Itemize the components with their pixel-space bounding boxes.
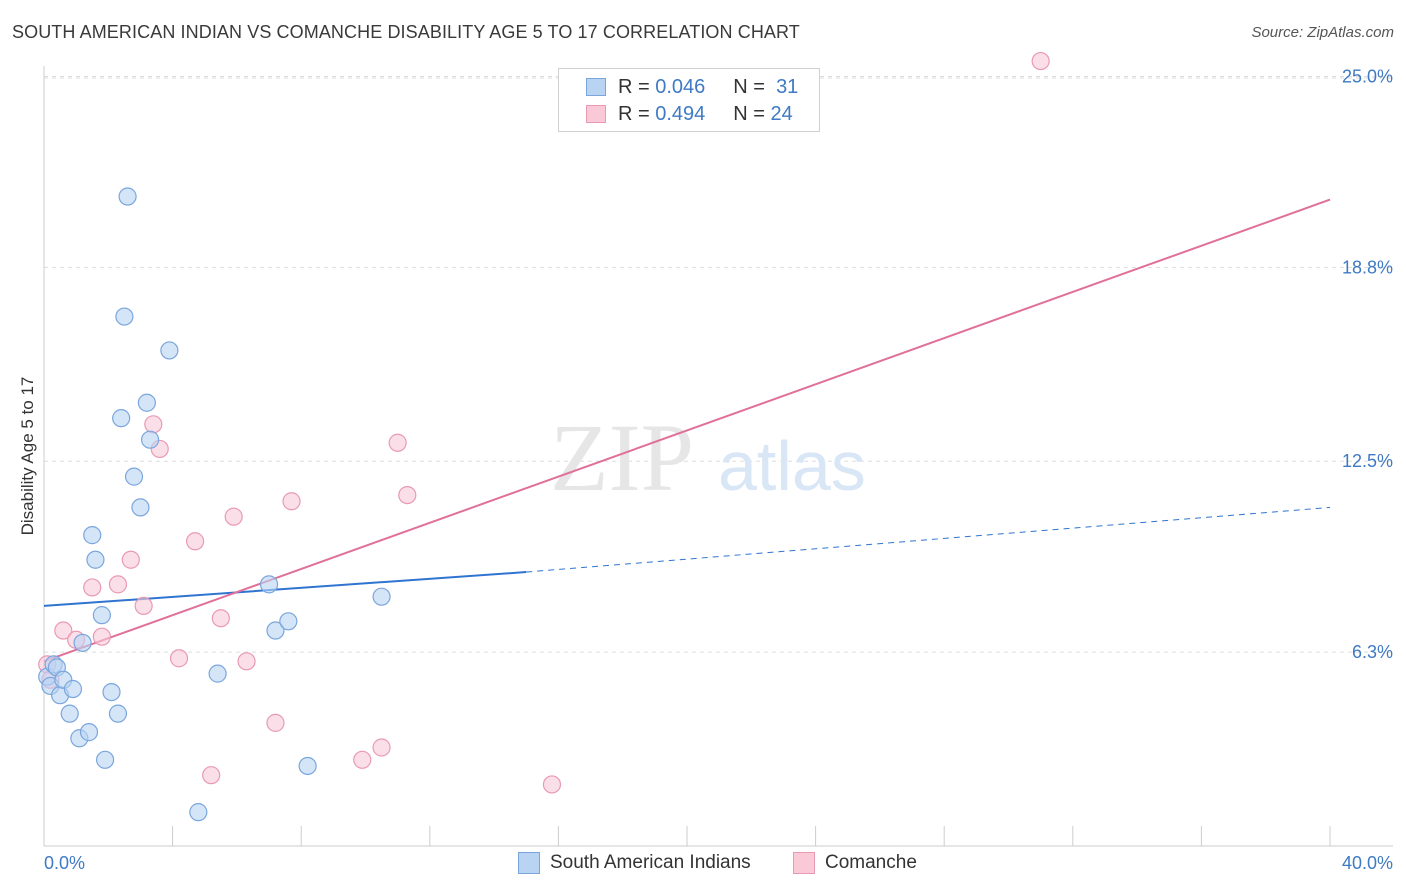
point-south-american-indians: [140, 430, 160, 449]
r-label: R =: [618, 102, 650, 125]
point-south-american-indians: [160, 341, 179, 360]
trend-lines: [43, 198, 1331, 663]
point-comanche: [398, 485, 417, 505]
point-south-american-indians: [189, 803, 208, 822]
point-comanche: [144, 415, 163, 434]
point-south-american-indians: [86, 550, 105, 569]
correlation-legend: R = 0.046 N = 31 R = 0.494 N = 24: [558, 68, 820, 132]
point-south-american-indians: [118, 187, 137, 206]
point-south-american-indians: [73, 633, 92, 652]
legend-label: South American Indians: [550, 852, 751, 873]
point-comanche: [108, 575, 128, 594]
point-south-american-indians: [279, 612, 298, 631]
point-south-american-indians: [298, 756, 317, 776]
point-south-american-indians: [259, 575, 279, 594]
trend-line-extension-south-american-indians: [526, 506, 1331, 573]
n-value: 24: [770, 102, 793, 125]
point-comanche: [388, 433, 407, 452]
point-comanche: [224, 507, 243, 526]
source-label: Source: ZipAtlas.com: [1251, 24, 1394, 41]
point-south-american-indians: [112, 409, 131, 428]
point-comanche: [134, 596, 153, 616]
point-comanche: [237, 652, 256, 671]
point-comanche: [169, 649, 189, 668]
blue-swatch: [518, 852, 540, 874]
chart-title: SOUTH AMERICAN INDIAN VS COMANCHE DISABI…: [12, 22, 800, 42]
point-comanche: [92, 627, 111, 646]
data-points: [38, 51, 1050, 822]
point-comanche: [83, 578, 102, 597]
point-south-american-indians: [124, 467, 144, 486]
n-value: 31: [776, 75, 799, 98]
point-comanche: [54, 621, 73, 640]
point-south-american-indians: [79, 723, 99, 742]
point-comanche: [372, 738, 391, 757]
trend-line-south-american-indians: [43, 571, 527, 607]
r-value: 0.046: [655, 75, 706, 98]
y-tick-label: 12.5%: [1342, 451, 1393, 471]
legend-row-south-american-indians: R = 0.046 N = 31: [559, 74, 798, 100]
watermark-atlas: atlas: [718, 427, 866, 505]
point-south-american-indians: [83, 526, 102, 545]
watermark: ZIP atlas: [550, 404, 866, 511]
point-south-american-indians: [131, 498, 150, 517]
pink-swatch: [793, 852, 815, 874]
n-label: N =: [733, 102, 765, 125]
y-tick-label: 6.3%: [1352, 642, 1393, 662]
point-south-american-indians: [137, 393, 156, 412]
point-south-american-indians: [266, 621, 285, 640]
point-south-american-indians: [95, 750, 115, 769]
point-south-american-indians: [92, 606, 111, 625]
point-south-american-indians: [60, 704, 79, 723]
pink-swatch: [586, 105, 606, 123]
point-comanche: [542, 775, 562, 794]
point-south-american-indians: [115, 307, 134, 326]
point-south-american-indians: [372, 587, 391, 606]
point-comanche: [211, 609, 230, 628]
legend-item-comanche: Comanche: [793, 852, 917, 874]
y-tick-label: 25.0%: [1342, 66, 1393, 86]
point-comanche: [266, 713, 285, 732]
legend-item-south-american-indians: South American Indians: [518, 852, 751, 874]
point-south-american-indians: [108, 704, 128, 723]
point-comanche: [186, 532, 205, 551]
r-value: 0.494: [655, 102, 706, 125]
grid-lines: [44, 75, 1393, 653]
point-comanche: [121, 550, 140, 569]
r-label: R =: [618, 75, 650, 98]
blue-swatch: [586, 78, 606, 96]
n-label: N =: [733, 75, 765, 98]
watermark-zip: ZIP: [550, 404, 694, 511]
trend-line-comanche: [43, 198, 1331, 663]
x-tick-label-max: 40.0%: [1342, 853, 1393, 873]
point-south-american-indians: [208, 664, 227, 683]
y-tick-label: 18.8%: [1342, 257, 1393, 277]
y-axis-tick-labels: 6.3% 12.5% 18.8% 25.0%: [1342, 66, 1393, 662]
point-comanche: [282, 492, 301, 511]
x-tick-label-min: 0.0%: [44, 853, 85, 873]
point-comanche: [202, 766, 221, 785]
point-comanche: [1031, 51, 1050, 71]
point-comanche: [353, 750, 372, 769]
legend-row-comanche: R = 0.494 N = 24: [559, 101, 793, 127]
axes: [43, 66, 1393, 847]
legend-label: Comanche: [825, 852, 917, 873]
series-legend: South American Indians Comanche: [0, 852, 1406, 878]
y-axis-label: Disability Age 5 to 17: [18, 377, 37, 536]
point-south-american-indians: [63, 679, 83, 699]
point-south-american-indians: [102, 682, 121, 702]
